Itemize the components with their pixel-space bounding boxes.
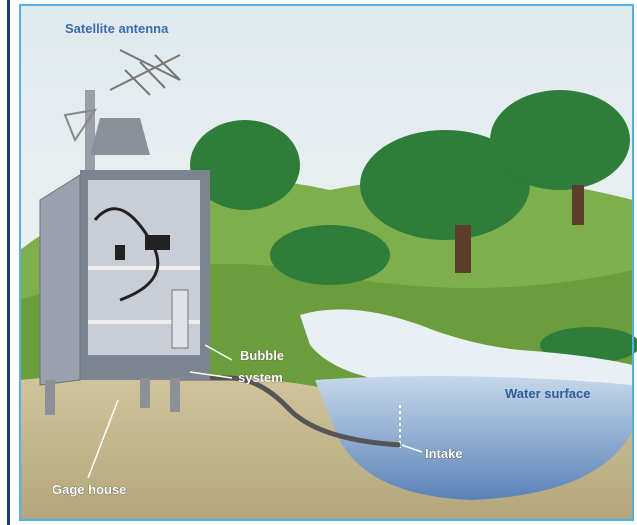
scene [20, 5, 637, 520]
left-bar [7, 0, 10, 525]
label-satellite-antenna: Satellite antenna [65, 21, 169, 36]
label-bubble-system: Bubble [240, 348, 284, 363]
label-bubble-system: system [238, 370, 283, 385]
label-gage-house: Gage house [52, 482, 126, 497]
label-intake: Intake [425, 446, 463, 461]
frame [19, 4, 634, 521]
label-water-surface: Water surface [505, 386, 591, 401]
